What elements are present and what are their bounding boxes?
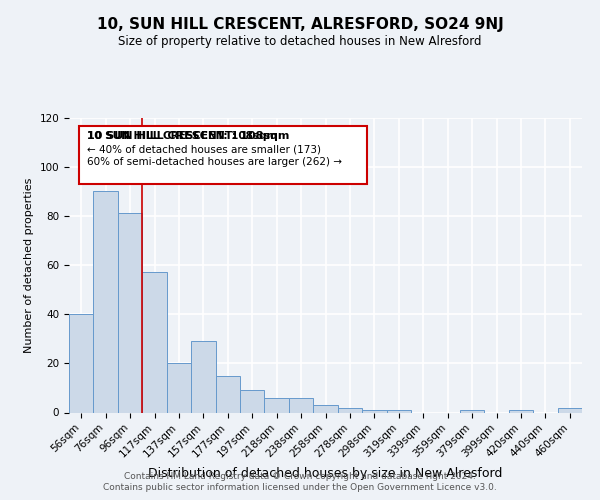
Bar [557, 408, 582, 412]
Text: 60% of semi-detached houses are larger (262) →: 60% of semi-detached houses are larger (… [87, 158, 342, 168]
Bar [118, 214, 142, 412]
Bar [142, 272, 167, 412]
Text: Size of property relative to detached houses in New Alresford: Size of property relative to detached ho… [118, 35, 482, 48]
X-axis label: Distribution of detached houses by size in New Alresford: Distribution of detached houses by size … [148, 468, 503, 480]
Bar [191, 341, 215, 412]
Bar [240, 390, 265, 412]
Text: Contains HM Land Registry data © Crown copyright and database right 2024.: Contains HM Land Registry data © Crown c… [124, 472, 476, 481]
Bar [362, 410, 386, 412]
Bar [289, 398, 313, 412]
Bar [94, 191, 118, 412]
Text: 10 SUN HILL CRESCENT: 108sqm: 10 SUN HILL CRESCENT: 108sqm [87, 131, 277, 141]
Bar [167, 364, 191, 412]
Text: ← 40% of detached houses are smaller (173): ← 40% of detached houses are smaller (17… [87, 144, 321, 154]
Bar [460, 410, 484, 412]
Bar [338, 408, 362, 412]
Bar [313, 405, 338, 412]
Text: 10, SUN HILL CRESCENT, ALRESFORD, SO24 9NJ: 10, SUN HILL CRESCENT, ALRESFORD, SO24 9… [97, 18, 503, 32]
FancyBboxPatch shape [79, 126, 367, 184]
Bar [69, 314, 94, 412]
Bar [509, 410, 533, 412]
Y-axis label: Number of detached properties: Number of detached properties [24, 178, 34, 352]
Bar [265, 398, 289, 412]
Text: Contains public sector information licensed under the Open Government Licence v3: Contains public sector information licen… [103, 484, 497, 492]
Bar [215, 376, 240, 412]
Text: 10 SUN HILL CRESCENT: 108sqm: 10 SUN HILL CRESCENT: 108sqm [87, 131, 289, 141]
Bar [386, 410, 411, 412]
